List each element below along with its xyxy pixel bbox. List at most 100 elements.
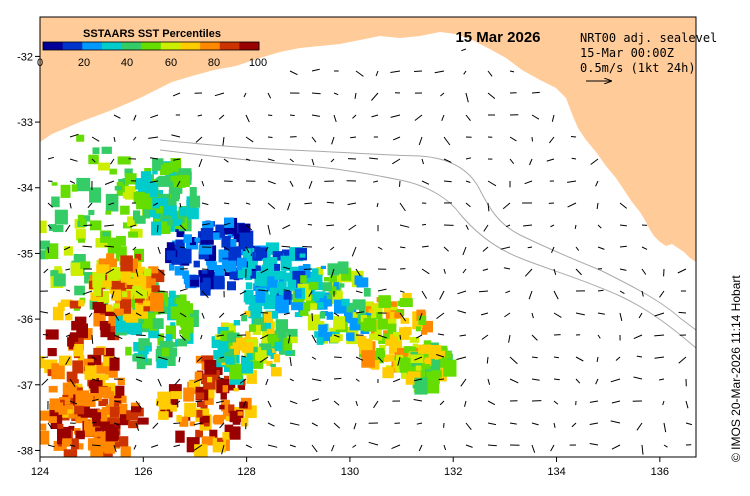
current-vector [64,312,71,316]
sst-cell [266,323,275,334]
current-vector [113,312,120,321]
sst-cell [52,224,64,233]
sst-cell [397,348,409,359]
current-vector [283,289,291,292]
sst-cell [255,265,261,271]
sst-cell [383,330,389,336]
sst-cell [143,300,151,307]
latitude-axis: -32 -33 -34 -35 -36 -37 -38 [17,51,40,457]
sst-cell [374,326,382,336]
current-vector [201,202,209,206]
current-vector [174,378,181,386]
sst-cell [82,215,91,222]
current-vector [465,224,469,230]
sst-cell [209,429,218,439]
sst-cell [407,371,421,380]
sst-cell [352,312,361,318]
sst-cell [111,289,122,301]
current-vector [193,378,203,383]
sst-cell [68,425,75,431]
sst-cell [244,310,251,317]
current-vector [531,356,538,359]
sst-cell [394,312,402,319]
current-vector [201,180,205,187]
sst-cell [247,256,258,269]
sst-cell [401,369,408,379]
sst-cell [283,338,291,348]
current-vector [443,246,449,252]
sst-cell [170,158,181,172]
sst-cell [89,220,102,231]
current-vector [633,334,643,340]
sst-cell [189,195,201,208]
current-vector [287,202,291,211]
sst-cell [194,237,201,242]
sst-cell [229,363,243,380]
sst-cell [149,209,157,218]
current-vector [393,136,401,141]
current-vector [390,70,401,73]
sst-cell [74,401,85,415]
sst-cell [58,355,72,366]
sst-cell [106,304,113,312]
current-vector [69,180,76,184]
sst-cell [53,273,66,287]
sst-cell [125,284,139,293]
sst-cell [40,410,50,421]
sst-cell [278,347,287,355]
current-vector [130,224,137,228]
current-vector [221,444,225,455]
sst-cell [239,247,246,256]
current-vector [418,444,423,452]
sst-cell [286,335,298,344]
sst-cell [189,421,195,427]
current-vector [377,356,384,363]
sst-cell [107,332,115,340]
current-vector [245,114,250,123]
current-vector [373,400,379,409]
sst-cell [94,393,102,401]
current-vector [351,246,357,257]
sst-cell [155,178,162,184]
current-vector [201,223,210,226]
current-vector [135,290,143,297]
sst-cell [245,248,252,254]
sst-cell [98,398,109,407]
current-vector [415,334,423,339]
current-vector [439,400,445,406]
current-vector [352,444,357,448]
current-vector [311,444,318,453]
current-vector [371,92,379,101]
colorbar: SSTAARS SST Percentiles 0 20 40 60 80 10… [37,28,267,69]
sst-cell [62,438,72,447]
sst-cell [75,413,88,424]
sst-cell [197,400,205,408]
current-vector [376,202,379,208]
current-vector [242,400,247,408]
current-vector [421,245,429,248]
current-vector [135,422,140,431]
current-vector [69,133,79,138]
sst-cell [217,357,225,363]
sst-cell [198,270,204,278]
current-vector [355,400,358,407]
current-vector [289,400,298,405]
current-vector [619,312,623,322]
sst-cell [200,282,211,296]
current-vector [330,158,335,163]
sst-cell [167,175,180,183]
current-vector [311,136,317,143]
current-vector [459,334,467,337]
sst-cell [170,322,176,326]
sst-cell [275,295,289,314]
current-vector [281,245,291,248]
current-vector [641,246,648,250]
sst-cell [299,253,306,258]
sst-cell [252,360,264,369]
current-vector [575,246,580,251]
current-vector [329,246,335,251]
current-vector [113,400,121,403]
sst-cell [222,385,229,393]
colorbar-label-80: 80 [208,57,220,69]
current-vector [654,334,665,337]
